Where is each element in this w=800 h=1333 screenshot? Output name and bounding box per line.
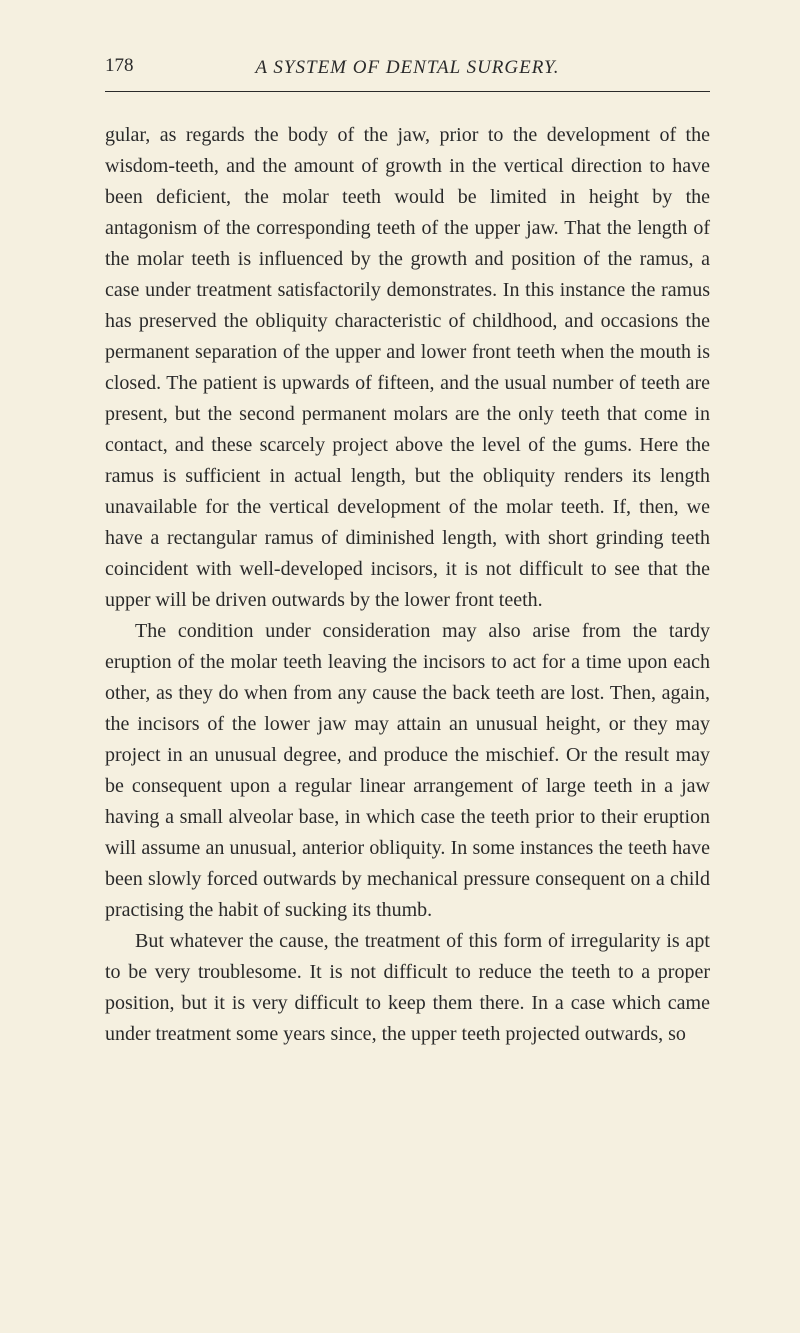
page-number: 178 <box>105 55 134 77</box>
running-title: A SYSTEM OF DENTAL SURGERY. <box>105 55 710 79</box>
body-text-container: gular, as regards the body of the jaw, p… <box>105 120 710 1050</box>
header-rule <box>105 91 710 92</box>
paragraph: gular, as regards the body of the jaw, p… <box>105 120 710 616</box>
paragraph: But whatever the cause, the treatment of… <box>105 926 710 1050</box>
paragraph: The condition under consideration may al… <box>105 616 710 926</box>
